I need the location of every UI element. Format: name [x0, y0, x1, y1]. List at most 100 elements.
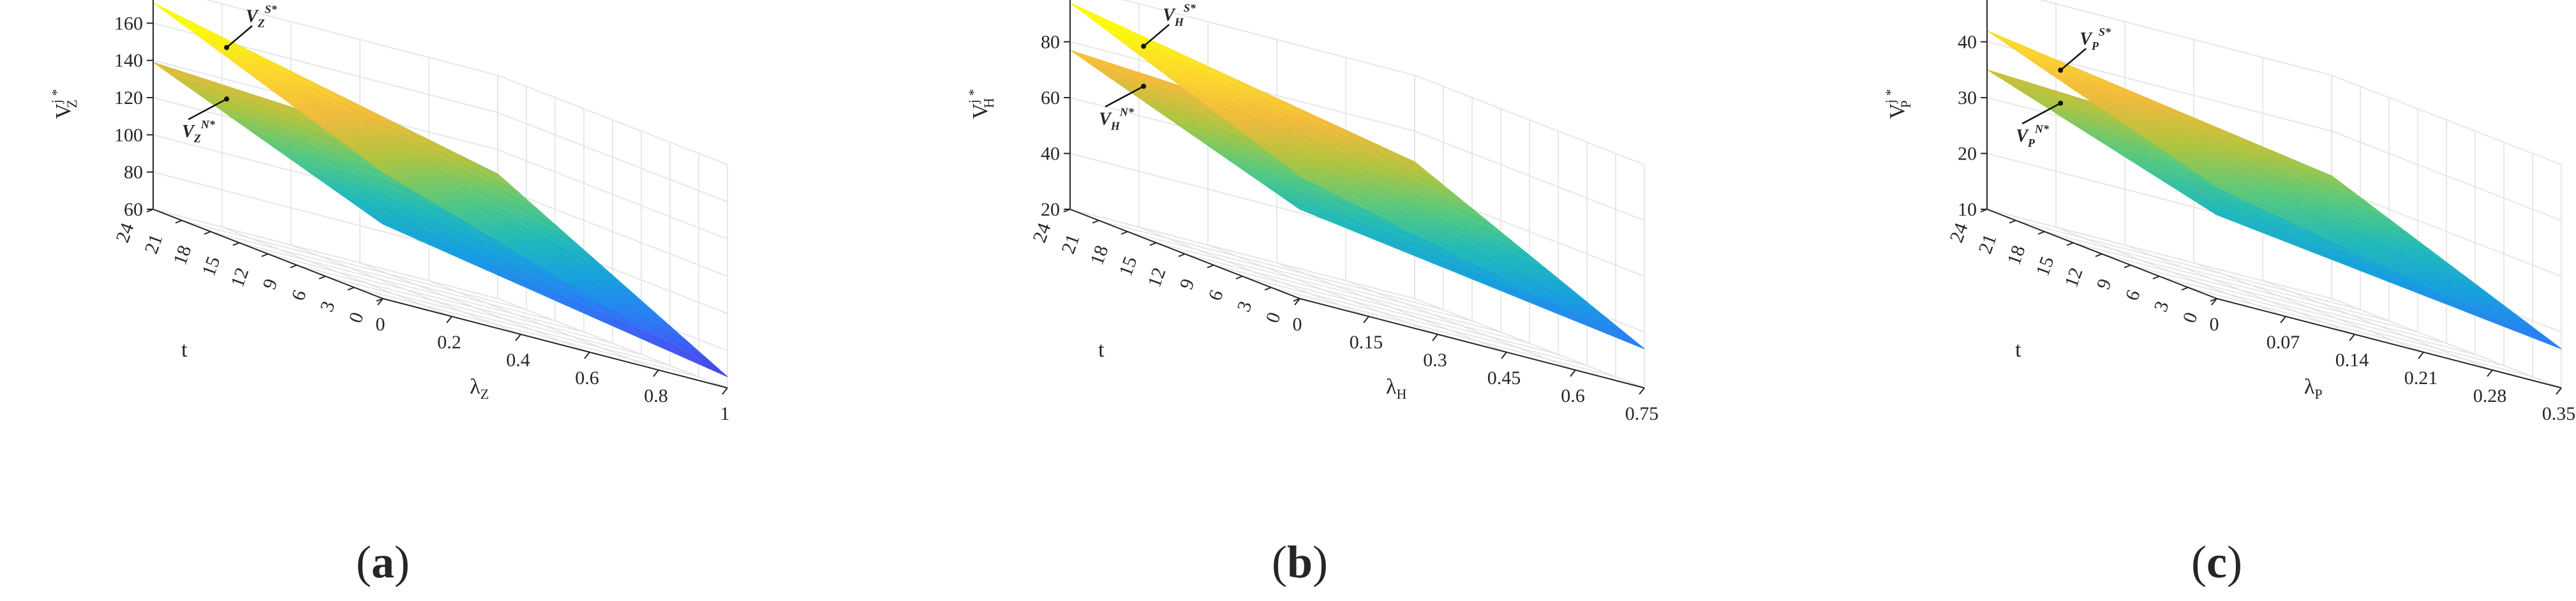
surface-label-sub: P — [2091, 40, 2099, 52]
z-tick-label: 80 — [1041, 32, 1060, 53]
t-tick — [175, 219, 182, 224]
annotation-arrowhead — [1141, 43, 1147, 49]
panel-c: 00.070.140.210.280.350369121518212410203… — [1882, 0, 2575, 588]
grid-line — [210, 231, 556, 322]
t-tick-label: 12 — [2060, 265, 2087, 290]
grid-line — [325, 276, 671, 366]
annotation-arrow — [1105, 85, 1144, 108]
x-axis-label: λP — [2304, 375, 2323, 402]
surface-label-sup: N* — [2034, 122, 2050, 135]
x-tick-label: 0 — [376, 314, 385, 335]
t-tick — [347, 286, 355, 291]
t-tick-label: 21 — [1974, 232, 2000, 256]
x-tick-label: 0.8 — [644, 385, 668, 406]
x-tick — [1363, 316, 1369, 323]
surface-patch — [153, 2, 192, 27]
surface-label-sup: S* — [2099, 26, 2111, 38]
z-axis-label-sup: j * — [1882, 89, 1898, 104]
z-axis-label-sub: H — [981, 98, 997, 108]
x-tick-label: 0.14 — [2335, 350, 2369, 371]
panel-caption: (c) — [2191, 537, 2242, 588]
grid-line — [153, 209, 498, 299]
t-tick-label: 3 — [2150, 299, 2173, 315]
surface-label-sub: Z — [193, 132, 201, 145]
annotation-arrow — [2021, 102, 2061, 124]
x-tick-label: 0.3 — [1423, 350, 1447, 371]
surface-label-sup: N* — [200, 118, 216, 131]
z-tick-label: 10 — [1958, 199, 1977, 220]
t-tick-label: 9 — [258, 276, 281, 292]
x-tick-label: 0.45 — [1487, 367, 1521, 389]
panel-caption: (a) — [356, 537, 410, 588]
grid-line — [2130, 264, 2476, 355]
z-tick-label: 40 — [1041, 144, 1060, 165]
surface-patch — [2522, 325, 2562, 350]
t-tick-label: 24 — [112, 220, 138, 245]
surface-s — [1986, 30, 2562, 350]
t-axis-label: t — [1098, 338, 1105, 362]
t-tick — [2210, 298, 2217, 302]
z-axis-label-sub: P — [1898, 100, 1914, 108]
x-axis-label-sub: H — [1397, 386, 1407, 402]
t-tick-label: 0 — [345, 309, 368, 325]
x-tick-label: 0.2 — [437, 332, 461, 353]
surface-label-sub: H — [1110, 119, 1120, 132]
x-axis-label-sub: Z — [480, 386, 489, 402]
t-tick — [2152, 276, 2160, 279]
grid-line — [2044, 231, 2390, 322]
grid-line — [205, 0, 498, 76]
t-tick-label: 24 — [1029, 220, 1055, 245]
x-tick-label: 0.6 — [575, 367, 599, 389]
z-axis-label-sub: Z — [64, 100, 80, 108]
surface-label-sup: N* — [1119, 105, 1135, 118]
panel-caption-close: ) — [2227, 537, 2242, 588]
grid-line — [296, 264, 642, 355]
surface-patch — [689, 348, 728, 377]
panel-caption: (b) — [1272, 537, 1328, 588]
x-tick — [653, 369, 659, 377]
z-tick-label: 20 — [1958, 144, 1977, 165]
panel-a: 00.20.40.60.8103691215182124608010012014… — [48, 0, 730, 588]
z-axis-label: Vj *Z — [48, 89, 80, 119]
surface-label-sub: H — [1174, 16, 1184, 29]
surface-label: VZS* — [246, 3, 278, 29]
grid-line — [2159, 276, 2505, 366]
grid-line — [1069, 209, 1415, 299]
surface-label: VZN* — [182, 118, 216, 145]
x-tick — [2487, 369, 2493, 377]
t-tick — [2181, 286, 2189, 291]
t-tick-label: 9 — [2092, 276, 2115, 292]
grid-line — [239, 242, 584, 333]
surface-label-sub: Z — [257, 17, 265, 29]
t-tick-label: 18 — [169, 242, 195, 267]
z-tick-label: 160 — [114, 13, 143, 34]
t-tick — [318, 276, 326, 279]
grid-line — [1184, 253, 1530, 344]
grid-line — [2015, 219, 2361, 311]
surface-patch — [1986, 69, 2026, 89]
panel-caption-close: ) — [394, 537, 410, 588]
t-axis-label: t — [2015, 338, 2021, 362]
panel-caption-close: ) — [1313, 537, 1328, 588]
t-tick — [204, 231, 211, 235]
t-tick — [1149, 242, 1157, 246]
t-tick-label: 3 — [316, 299, 339, 315]
t-tick-label: 6 — [1204, 287, 1227, 303]
x-tick-label: 1 — [720, 403, 730, 424]
t-tick — [2095, 253, 2103, 257]
x-axis-label-sub: P — [2314, 386, 2322, 402]
x-tick-label: 0.75 — [1625, 403, 1659, 424]
t-tick-label: 6 — [2121, 287, 2144, 303]
panel-caption-letter: b — [1287, 537, 1313, 588]
grid-line — [1098, 219, 1444, 311]
x-tick-label: 0.15 — [1350, 332, 1383, 353]
t-tick-label: 21 — [140, 232, 167, 256]
x-tick — [377, 298, 383, 306]
annotation-arrowhead — [224, 96, 230, 102]
t-tick — [1235, 276, 1243, 279]
surface-label: VPS* — [2080, 26, 2111, 52]
annotation-arrowhead — [2058, 100, 2064, 106]
x-tick — [2211, 298, 2217, 306]
grid-line — [2101, 253, 2447, 344]
x-tick — [2556, 387, 2562, 395]
